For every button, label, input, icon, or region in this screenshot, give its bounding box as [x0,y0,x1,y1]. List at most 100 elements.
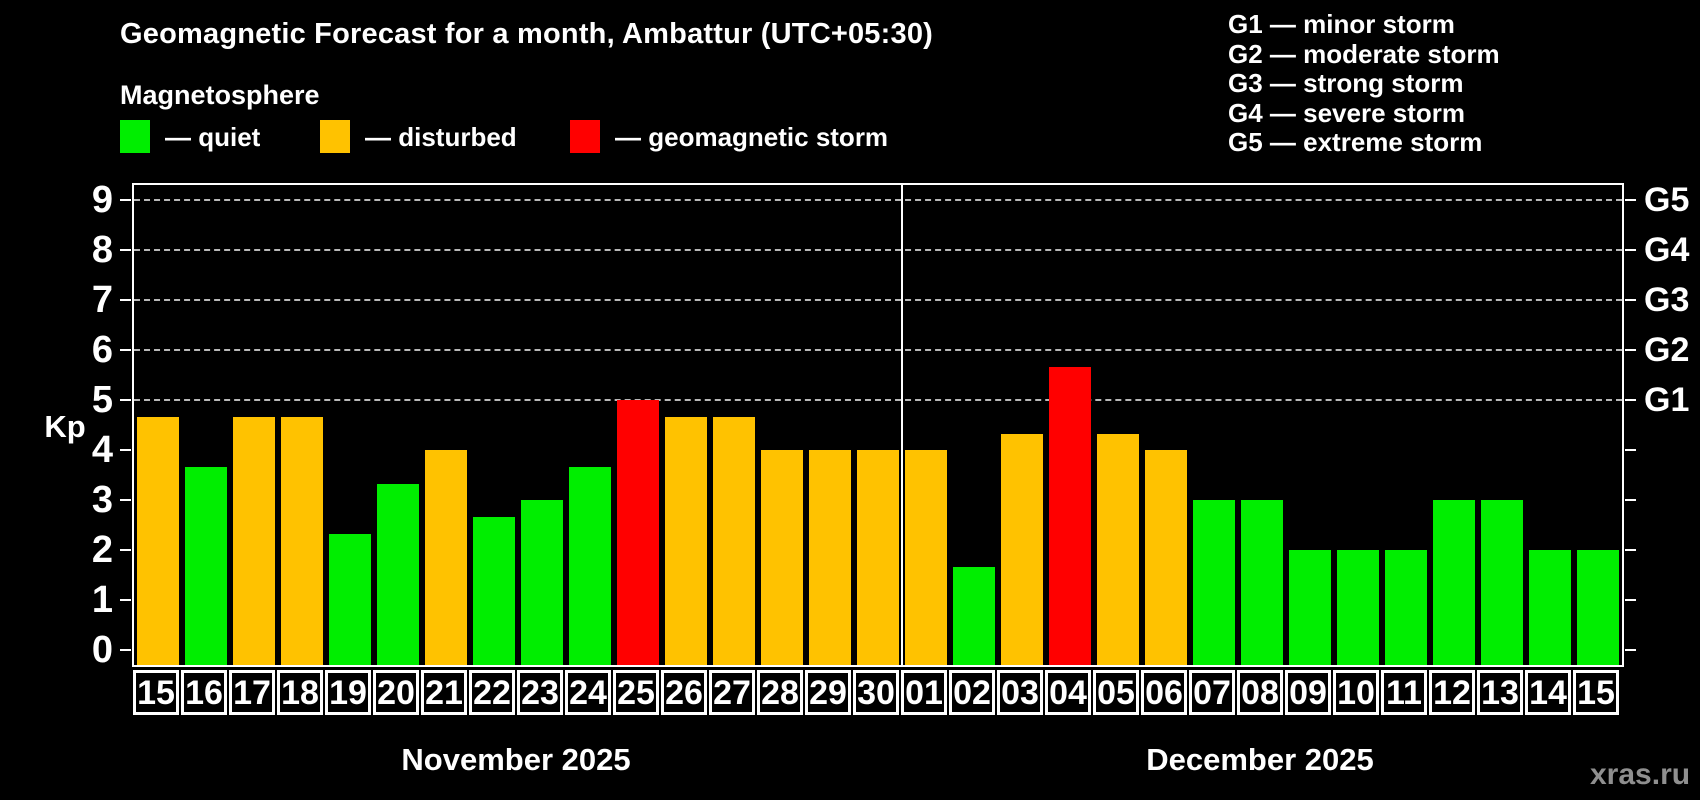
kp-state-legend: — quiet — disturbed — geomagnetic storm [120,118,1020,156]
g-legend-line-4: G4 — severe storm [1228,97,1466,128]
day-cell-december-09: 09 [1285,670,1331,715]
y-axis-tick-right-9 [1625,199,1636,201]
y-axis-tick-left-1 [120,599,131,601]
kp-bar-november-23 [521,500,563,665]
kp-bar-december-04 [1049,366,1091,665]
kp-bar-november-16 [185,466,227,665]
y-tick-label-1: 1 [91,579,113,621]
day-cell-november-22: 22 [469,670,515,715]
day-cell-december-04: 04 [1045,670,1091,715]
day-cell-november-24: 24 [565,670,611,715]
storm-swatch-icon [570,120,600,153]
day-cell-december-14: 14 [1525,670,1571,715]
day-cell-december-15: 15 [1573,670,1619,715]
day-cell-november-30: 30 [853,670,899,715]
g-scale-legend: G1 — minor storm G2 — moderate storm G3 — … [1228,9,1500,158]
kp-bar-november-17 [233,416,275,665]
y-tick-label-5: 5 [91,379,113,421]
kp-bar-december-08 [1241,500,1283,665]
day-cell-november-27: 27 [709,670,755,715]
kp-bar-november-27 [713,416,755,665]
y-axis-tick-left-6 [120,349,131,351]
day-cell-november-25: 25 [613,670,659,715]
kp-bar-december-06 [1145,450,1187,665]
month-label-november: November 2025 [401,742,631,777]
day-cell-december-08: 08 [1237,670,1283,715]
kp-bar-december-10 [1337,550,1379,665]
y-axis-tick-left-8 [120,249,131,251]
month-separator-line [901,185,903,665]
y-tick-label-0: 0 [91,629,113,671]
day-cell-november-16: 16 [181,670,227,715]
kp-bar-december-01 [905,450,947,665]
kp-bar-november-28 [761,450,803,665]
g-axis-label-g1: G1 [1644,381,1690,419]
month-label-december: December 2025 [1146,742,1374,777]
kp-bar-december-09 [1289,550,1331,665]
y-axis-tick-right-7 [1625,299,1636,301]
day-cell-november-28: 28 [757,670,803,715]
g-legend-line-2: G2 — moderate storm [1228,38,1500,69]
gridline-kp9 [134,199,1622,201]
plot-inner [134,185,1622,665]
day-cell-december-02: 02 [949,670,995,715]
y-tick-label-8: 8 [91,229,113,271]
g-axis-label-g3: G3 [1644,281,1690,319]
kp-bar-december-07 [1193,500,1235,665]
legend-label-disturbed: — disturbed [365,122,517,152]
y-tick-label-6: 6 [91,329,113,371]
kp-bar-december-13 [1481,500,1523,665]
day-cell-november-17: 17 [229,670,275,715]
kp-bar-december-05 [1097,433,1139,665]
kp-bar-november-25 [617,400,659,665]
day-cell-november-23: 23 [517,670,563,715]
day-cell-december-11: 11 [1381,670,1427,715]
quiet-swatch-icon [120,120,150,153]
y-tick-label-7: 7 [91,279,113,321]
g-legend-line-3: G3 — strong storm [1228,68,1464,98]
g-legend-line-1: G1 — minor storm [1228,9,1455,39]
magnetosphere-label: Magnetosphere [120,80,320,110]
g-legend-line-5: G5 — extreme storm [1228,127,1483,157]
gridline-kp7 [134,299,1622,301]
y-axis-tick-right-5 [1625,399,1636,401]
kp-bar-december-02 [953,566,995,665]
kp-bar-december-12 [1433,500,1475,665]
y-axis-tick-right-4 [1625,449,1636,451]
y-axis-tick-left-2 [120,549,131,551]
day-cell-december-06: 06 [1141,670,1187,715]
y-tick-label-3: 3 [91,479,113,521]
y-axis-tick-right-6 [1625,349,1636,351]
g-axis-label-g2: G2 [1644,331,1690,369]
kp-bar-december-11 [1385,550,1427,665]
day-cell-december-13: 13 [1477,670,1523,715]
day-cell-december-03: 03 [997,670,1043,715]
kp-bar-november-19 [329,533,371,665]
y-axis-tick-right-1 [1625,599,1636,601]
kp-bar-november-24 [569,466,611,665]
watermark: xras.ru [1590,758,1691,791]
day-cell-november-26: 26 [661,670,707,715]
plot-area [132,183,1624,667]
y-axis-tick-right-0 [1625,649,1636,651]
day-cell-december-10: 10 [1333,670,1379,715]
gridline-kp6 [134,349,1622,351]
kp-bar-december-15 [1577,550,1619,665]
day-cell-november-29: 29 [805,670,851,715]
y-axis-tick-left-5 [120,399,131,401]
y-axis-tick-left-3 [120,499,131,501]
kp-bar-november-21 [425,450,467,665]
kp-bar-november-26 [665,416,707,665]
day-cell-november-15: 15 [133,670,179,715]
y-axis-tick-left-0 [120,649,131,651]
day-cell-december-01: 01 [901,670,947,715]
day-cell-december-07: 07 [1189,670,1235,715]
day-cell-november-20: 20 [373,670,419,715]
g-axis-label-g5: G5 [1644,181,1690,219]
kp-bar-december-03 [1001,433,1043,665]
day-cell-december-05: 05 [1093,670,1139,715]
kp-bar-november-18 [281,416,323,665]
kp-bar-november-15 [137,416,179,665]
page-title: Geomagnetic Forecast for a month, Ambatt… [120,18,934,50]
